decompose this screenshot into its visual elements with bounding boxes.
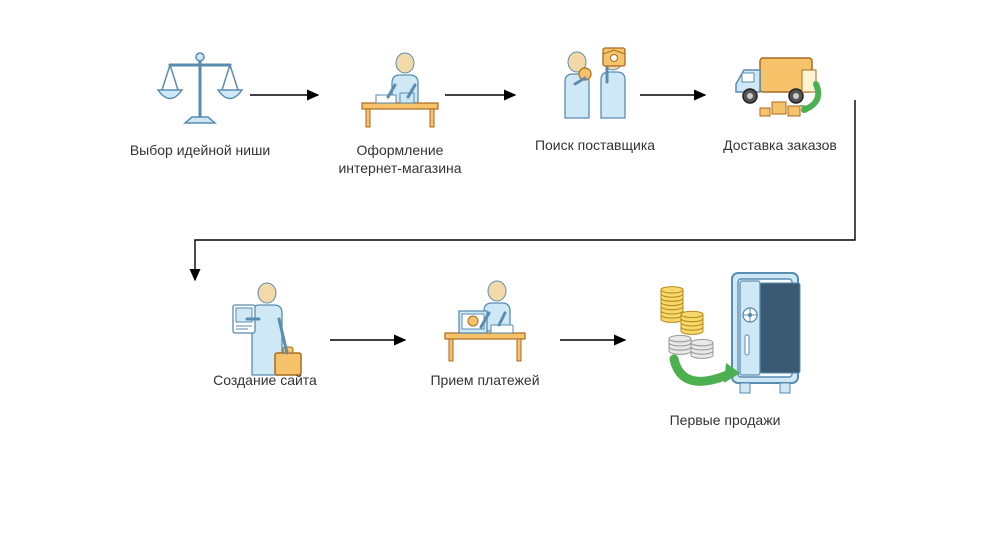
truck-icon [730, 40, 830, 130]
node-design: Оформление интернет-магазина [310, 45, 490, 177]
node-delivery: Доставка заказов [695, 40, 865, 154]
node-label: Поиск поставщика [510, 136, 680, 154]
desk-icon [350, 45, 450, 135]
node-label: Доставка заказов [695, 136, 865, 154]
node-label: Выбор идейной ниши [120, 141, 280, 159]
node-sales: Первые продажи [620, 255, 830, 429]
site-icon [215, 275, 315, 365]
node-label: Создание сайта [185, 371, 345, 389]
node-supplier: Поиск поставщика [510, 40, 680, 154]
node-niche: Выбор идейной ниши [120, 45, 280, 159]
node-payments: Прием платежей [400, 275, 570, 389]
supplier-icon [545, 40, 645, 130]
node-label: Прием платежей [400, 371, 570, 389]
scales-icon [150, 45, 250, 135]
safe-icon [640, 255, 810, 405]
payments-icon [435, 275, 535, 365]
node-label: Первые продажи [620, 411, 830, 429]
node-site: Создание сайта [185, 275, 345, 389]
node-label: Оформление интернет-магазина [310, 141, 490, 177]
